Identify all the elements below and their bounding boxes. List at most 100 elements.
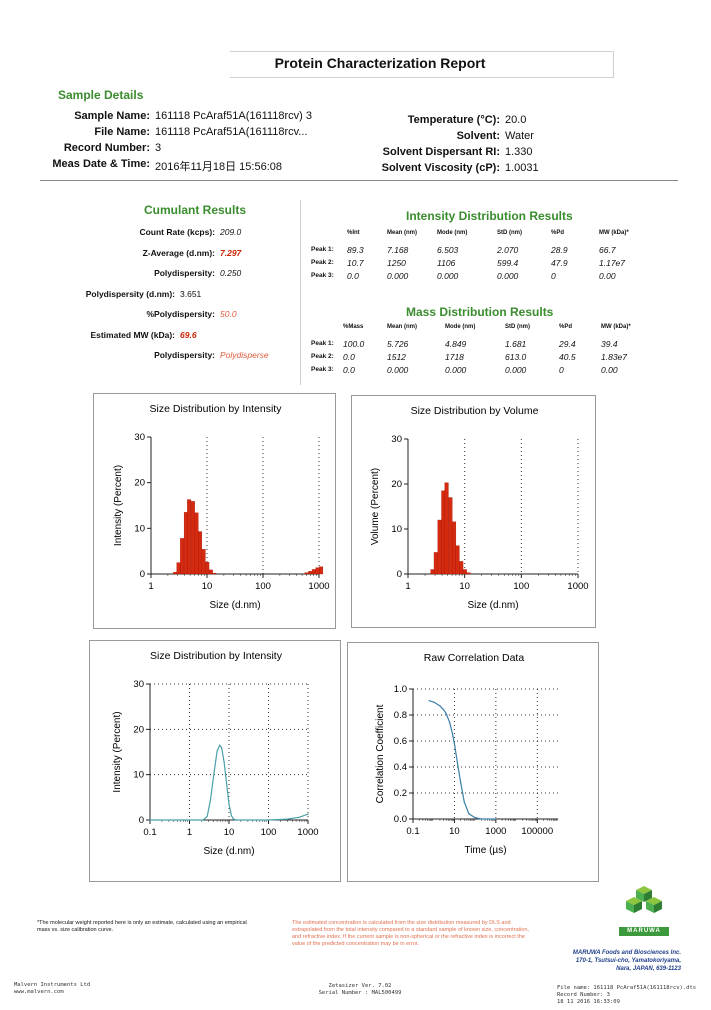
cell: 1.681 <box>505 338 527 349</box>
table-row: Peak 2: 0.0 1512 1718 613.0 40.5 1.83e7 <box>311 350 647 363</box>
cell: Peak 2: <box>311 353 334 360</box>
col-header: Mode (nm) <box>437 230 468 236</box>
temperature-value: 20.0 <box>505 114 527 126</box>
table-header: %Mass Mean (nm) Mode (nm) StD (nm) %Pd M… <box>311 323 647 337</box>
table-row: Peak 1: 100.0 5.726 4.849 1.681 29.4 39.… <box>311 337 647 350</box>
data-point <box>453 743 456 745</box>
raw-correlation-chart: Raw Correlation Data Correlation Coeffici… <box>375 652 558 856</box>
maruwa-logo-text: MARUWA <box>619 927 669 936</box>
cell: 0.00 <box>599 270 616 281</box>
col-header: %Mass <box>343 324 364 330</box>
data-point <box>442 709 445 711</box>
x-tick-label: 1000 <box>297 827 318 838</box>
data-bar <box>176 562 181 575</box>
mass-results-heading: Mass Distribution Results <box>406 305 554 319</box>
dispersant-ri-value: 1.330 <box>505 146 533 158</box>
sample-name-value: 161118 PcAraf51A(161118rcv) 3 <box>155 110 312 122</box>
chart-title: Size Distribution by Intensity <box>150 403 283 415</box>
company-block: MARUWA Foods and Biosciences Inc. 170-1,… <box>545 949 681 973</box>
viscosity-value: 1.0031 <box>505 162 539 174</box>
table-row: Peak 3: 0.0 0.000 0.000 0.000 0 0.00 <box>311 269 645 282</box>
col-header: MW (kDa)* <box>599 230 629 236</box>
data-bar <box>187 499 192 575</box>
cell: 1718 <box>445 351 464 362</box>
malvern-name: Malvern Instruments Ltd <box>14 982 91 988</box>
cumulant-row: Polydispersity: 0.250 <box>85 268 293 289</box>
sample-details-heading: Sample Details <box>58 88 144 102</box>
cell: Peak 2: <box>311 259 334 266</box>
data-bar <box>452 521 457 575</box>
data-bar <box>308 571 313 575</box>
cell: 0 <box>551 270 556 281</box>
table-row: Peak 2: 10.7 1250 1106 599.4 47.9 1.17e7 <box>311 256 645 269</box>
cumulant-row: %Polydispersity: 50.0 <box>85 309 293 330</box>
file-name: File name: 161118 PcAraf51A(161118rcv).d… <box>557 985 697 991</box>
col-header: %Int <box>347 230 360 236</box>
col-header: StD (nm) <box>505 324 530 330</box>
col-header: StD (nm) <box>497 230 522 236</box>
col-header <box>311 323 343 337</box>
file-name-label: File Name: <box>94 126 150 138</box>
data-bar <box>315 567 320 575</box>
data-point <box>267 819 270 821</box>
data-bar <box>173 572 178 575</box>
cell: 599.4 <box>497 257 519 268</box>
z-average-value: 7.297 <box>220 247 242 258</box>
y-tick-label: 0.2 <box>394 788 407 799</box>
cell: 4.849 <box>445 338 467 349</box>
data-point <box>223 761 225 763</box>
x-axis-label: Size (d.nm) <box>203 846 254 857</box>
sample-name-label: Sample Name: <box>74 110 150 122</box>
size-distribution-volume-chart: Size Distribution by Volume Volume (Perce… <box>370 405 589 611</box>
record-number-value: 3 <box>155 142 162 154</box>
temperature-label: Temperature (°C): <box>407 114 500 126</box>
cell: Peak 3: <box>311 366 334 373</box>
data-bar <box>437 519 442 575</box>
size-distribution-intensity-chart: Size Distribution by Intensity Intensity … <box>113 403 330 611</box>
data-point <box>213 771 215 773</box>
x-tick-label: 1000 <box>567 581 588 592</box>
y-axis-label: Intensity (Percent) <box>113 465 124 546</box>
record-number: Record Number: 3 <box>557 992 610 998</box>
cell: 0.000 <box>497 270 519 281</box>
y-tick-label: 20 <box>134 478 145 489</box>
company-address-2: Nara, JAPAN, 639-1123 <box>616 966 681 972</box>
estimated-mw-value: 69.6 <box>180 329 197 340</box>
y-tick-label: 20 <box>133 724 144 735</box>
cell: 1250 <box>387 257 406 268</box>
x-tick-label: 0.1 <box>143 827 156 838</box>
col-header: MW (kDa)* <box>601 324 631 330</box>
data-point <box>206 815 208 817</box>
data-point <box>228 803 230 805</box>
size-distribution-intensity-line-chart: Size Distribution by Intensity Intensity … <box>112 650 319 857</box>
y-tick-label: 10 <box>134 523 145 534</box>
col-header: %Pd <box>551 230 565 236</box>
data-bar <box>466 572 471 575</box>
maruwa-logo: MARUWA <box>614 884 674 936</box>
x-tick-label: 100 <box>255 581 271 592</box>
y-tick-label: 30 <box>134 432 145 443</box>
data-bar <box>459 561 464 575</box>
polydispersity-class-value: Polydisperse <box>220 350 269 360</box>
col-header: Mode (nm) <box>445 324 476 330</box>
cell: 28.9 <box>551 244 568 255</box>
x-axis-label: Size (d.nm) <box>467 600 518 611</box>
intensity-results-heading: Intensity Distribution Results <box>406 209 573 223</box>
section-divider <box>40 180 678 181</box>
data-point <box>495 818 497 820</box>
x-axis-label: Size (d.nm) <box>209 600 260 611</box>
y-tick-label: 10 <box>133 770 144 781</box>
cell: 7.168 <box>387 244 409 255</box>
data-bar <box>212 572 217 575</box>
cumulant-row: Polydispersity: Polydisperse <box>85 350 293 371</box>
x-tick-label: 10 <box>224 827 235 838</box>
cell: 0.000 <box>445 364 467 375</box>
chart-panel-volume-bars: Size Distribution by Volume Volume (Perce… <box>351 395 596 628</box>
data-point <box>149 819 151 821</box>
chart-panel-intensity-bars: Size Distribution by Intensity Intensity … <box>93 393 336 629</box>
company-name: MARUWA Foods and Biosciences Inc. <box>572 950 681 956</box>
data-bar <box>430 569 435 575</box>
y-tick-label: 20 <box>391 479 402 490</box>
cell: 1.83e7 <box>601 351 627 362</box>
cell: 1512 <box>387 351 406 362</box>
